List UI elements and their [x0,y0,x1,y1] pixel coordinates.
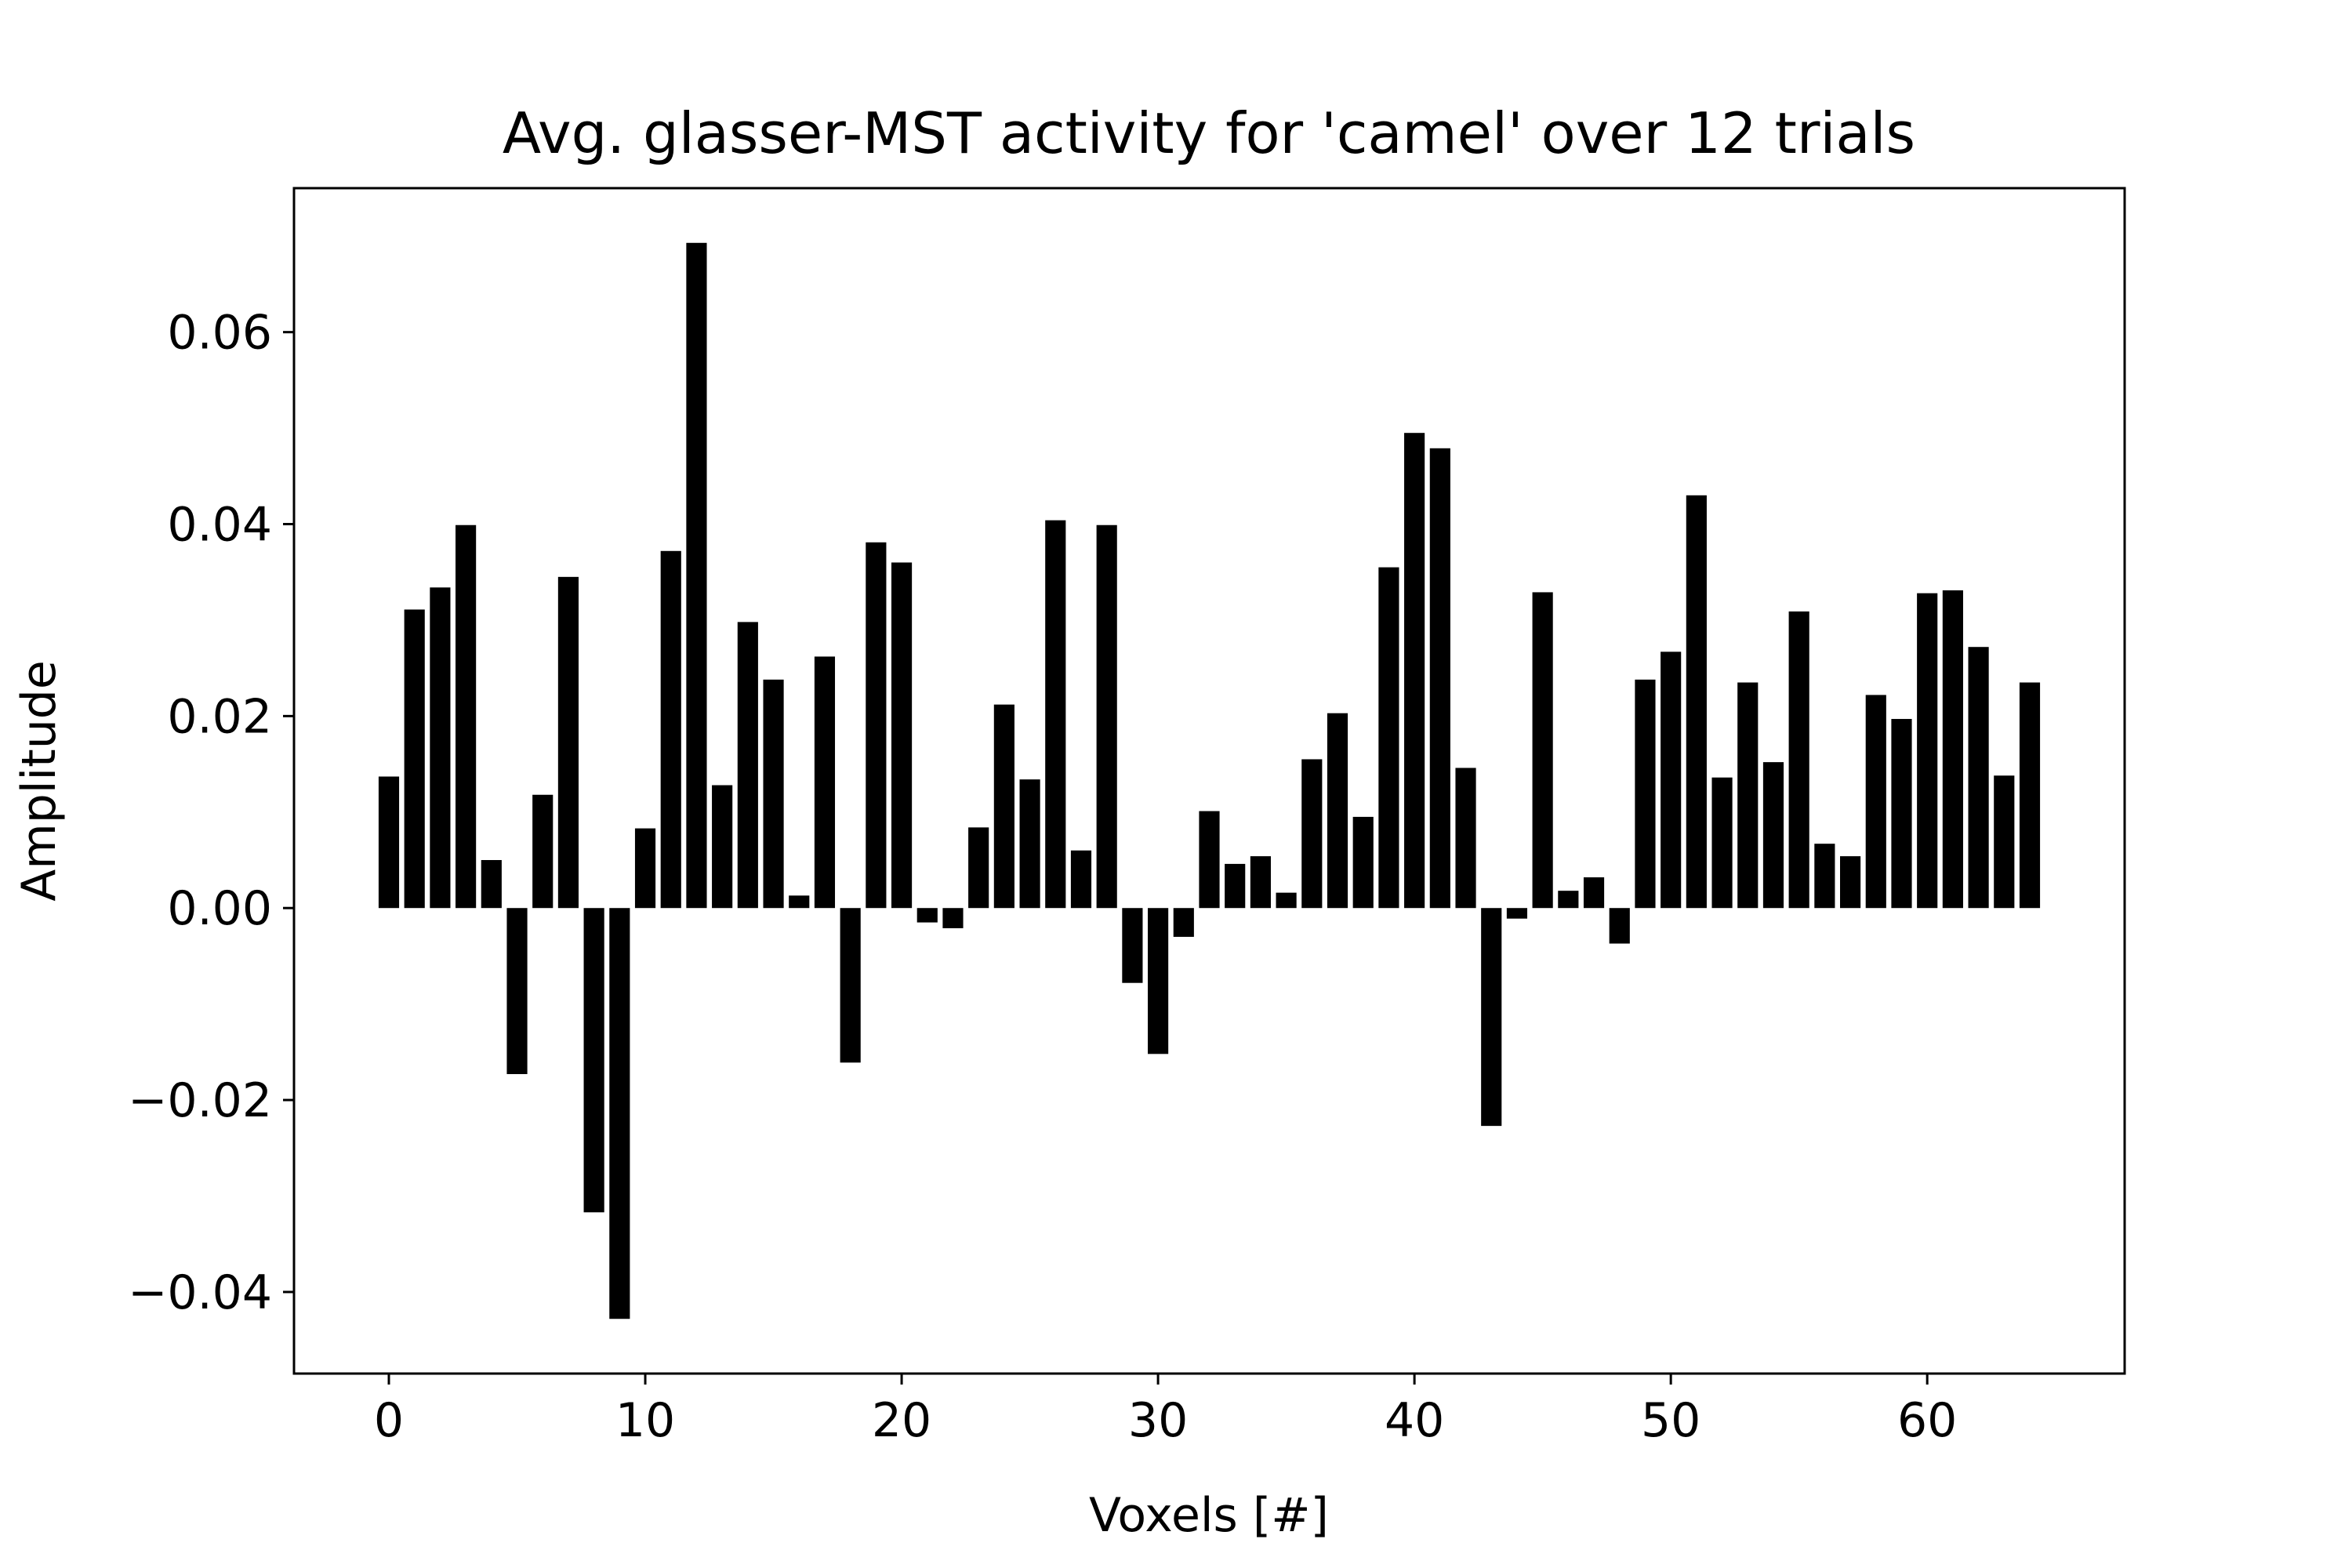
x-axis-ticks: 0 10 20 30 40 50 60 [374,1374,1957,1448]
bar-voxel-53 [1737,682,1759,909]
bar-voxel-11 [660,550,681,909]
bar-voxel-55 [1788,611,1809,909]
x-axis-label: Voxels [#] [1089,1488,1329,1543]
bar-voxel-62 [1968,647,1989,909]
plot-frame [292,187,2126,1375]
bar-voxel-32 [1199,811,1220,909]
bar-voxel-4 [481,860,502,909]
bar-voxel-38 [1352,816,1374,909]
bar-voxel-36 [1301,759,1323,909]
x-tick-label: 60 [1897,1393,1957,1448]
y-axis-label: Amplitude [12,660,67,901]
bar-voxel-19 [866,542,887,909]
bar-voxel-14 [737,622,758,909]
bar-voxel-3 [456,524,477,909]
bar-voxel-22 [942,908,964,928]
bar-voxel-42 [1455,768,1476,909]
bar-voxel-8 [583,908,604,1213]
bar-voxel-33 [1225,863,1246,909]
bar-voxel-39 [1378,567,1399,909]
bar-voxel-2 [430,587,451,909]
bar-voxel-0 [378,776,400,909]
bar-voxel-12 [686,242,707,909]
bar-voxel-28 [1096,524,1117,909]
bar-voxel-64 [2019,682,2041,909]
y-axis-ticks: −0.04 −0.02 0.00 0.02 0.04 0.06 [128,306,294,1320]
bar-voxel-7 [557,576,579,909]
bar-voxel-57 [1840,856,1861,909]
bar-voxel-63 [1994,775,2015,909]
bar-voxel-43 [1481,908,1502,1127]
bar-voxel-49 [1635,679,1656,909]
bar-voxel-34 [1250,856,1271,909]
bar-voxel-31 [1173,908,1194,937]
bar-voxel-6 [532,794,554,909]
x-tick-label: 50 [1641,1393,1700,1448]
bar-voxel-1 [404,609,425,909]
bar-voxel-45 [1532,592,1553,909]
bar-voxel-21 [916,908,938,923]
bar-voxel-20 [891,562,913,909]
bar-voxel-27 [1070,850,1092,909]
bar-voxel-18 [840,908,861,1063]
bar-voxel-52 [1711,777,1733,909]
bar-voxel-51 [1686,495,1707,909]
bar-voxel-50 [1661,652,1682,909]
bar-voxel-40 [1404,433,1425,909]
bar-voxel-29 [1122,908,1143,983]
bar-voxel-15 [763,679,784,909]
y-tick-label: 0.00 [167,881,272,936]
y-tick-label: −0.02 [128,1073,272,1128]
bars [378,242,2041,1319]
chart-title: Avg. glasser-MST activity for 'camel' ov… [503,100,1915,166]
bar-voxel-41 [1429,448,1450,909]
bar-voxel-23 [968,827,989,909]
bar-voxel-60 [1917,593,1938,909]
bar-voxel-17 [814,656,836,909]
bar-voxel-16 [789,895,810,909]
bar-voxel-44 [1506,908,1528,919]
bar-voxel-35 [1276,892,1297,909]
bar-voxel-54 [1762,762,1784,909]
y-tick-label: 0.02 [167,689,272,744]
bar-voxel-30 [1148,908,1169,1054]
bar-voxel-61 [1942,590,1963,909]
bar-voxel-25 [1019,779,1040,909]
x-tick-label: 10 [615,1393,675,1448]
bar-voxel-9 [609,908,630,1319]
bar-voxel-10 [634,828,656,909]
y-tick-label: 0.06 [167,306,272,361]
x-tick-label: 30 [1128,1393,1188,1448]
y-tick-label: −0.04 [128,1265,272,1320]
x-tick-label: 0 [374,1393,404,1448]
bar-voxel-26 [1045,520,1066,909]
bar-voxel-5 [506,908,528,1075]
bar-voxel-58 [1865,695,1886,909]
bar-voxel-46 [1558,891,1579,909]
x-tick-label: 20 [872,1393,931,1448]
bar-voxel-59 [1891,719,1912,909]
bar-voxel-13 [712,785,733,909]
y-tick-label: 0.04 [167,498,272,553]
bar-voxel-37 [1327,713,1348,909]
bar-voxel-48 [1609,908,1630,944]
bar-voxel-56 [1814,844,1835,909]
x-tick-label: 40 [1385,1393,1444,1448]
bar-voxel-24 [993,704,1014,909]
bar-voxel-47 [1583,877,1605,909]
